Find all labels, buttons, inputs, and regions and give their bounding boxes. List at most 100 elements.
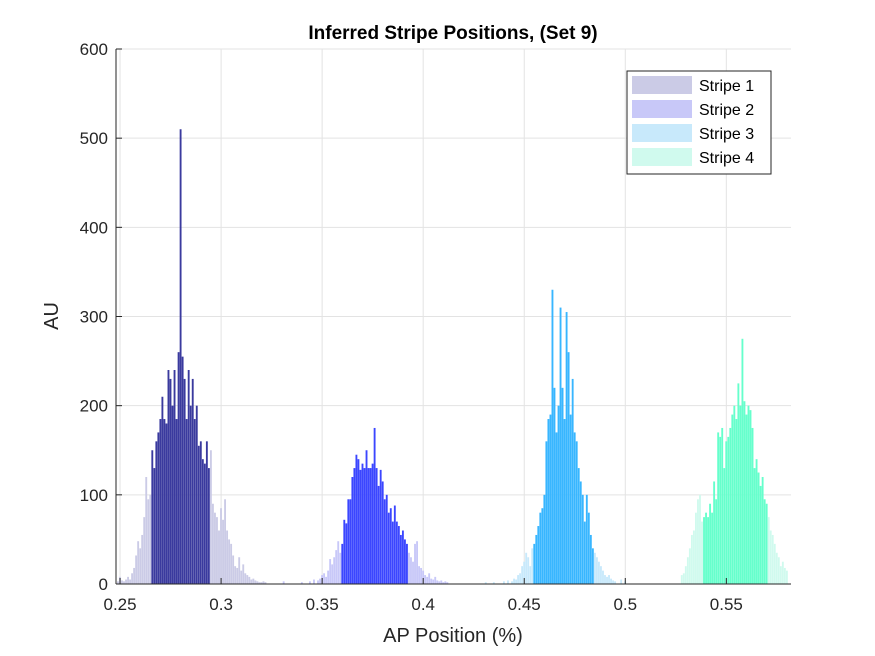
histogram-bar-stripe-1 <box>199 441 202 584</box>
histogram-bar-stripe-3 <box>492 582 495 584</box>
histogram-bar-stripe-1 <box>195 405 198 584</box>
legend-swatch-stripe-2 <box>632 100 692 118</box>
histogram-bar-stripe-4 <box>719 436 722 585</box>
histogram-bar-stripe-4 <box>745 414 748 584</box>
histogram-bar-stripe-4 <box>775 552 778 584</box>
histogram-bar-stripe-2 <box>389 508 392 584</box>
histogram-bar-stripe-4 <box>781 561 784 584</box>
histogram-bar-stripe-3 <box>527 557 530 584</box>
histogram-bar-stripe-2 <box>401 530 404 584</box>
histogram-bar-stripe-3 <box>503 581 505 584</box>
histogram-bar-stripe-2 <box>371 463 374 585</box>
histogram-bar-stripe-4 <box>692 530 695 584</box>
histogram-bar-stripe-1 <box>248 576 251 584</box>
x-tick-label: 0.25 <box>103 595 136 614</box>
y-tick-labels: 0 100 200 300 400 500 600 <box>80 40 108 594</box>
histogram-bar-stripe-1 <box>193 419 196 584</box>
histogram-bar-stripe-1 <box>203 463 206 585</box>
histogram-bar-stripe-4 <box>737 383 740 585</box>
histogram-bar-stripe-3 <box>581 494 584 584</box>
histogram-bar-stripe-2 <box>385 494 388 584</box>
histogram-bar-stripe-2 <box>420 567 423 584</box>
histogram-bar-stripe-2 <box>369 468 372 584</box>
histogram-bar-stripe-2 <box>444 581 447 584</box>
histogram-bar-stripe-2 <box>410 557 412 584</box>
histogram-bar-stripe-2 <box>331 564 334 584</box>
histogram-bar-stripe-2 <box>282 581 285 584</box>
histogram-bar-stripe-1 <box>220 508 222 584</box>
histogram-bar-stripe-3 <box>575 441 578 584</box>
legend-label-stripe-3: Stripe 3 <box>699 126 754 143</box>
histogram-bar-stripe-2 <box>387 512 390 584</box>
histogram-bar-stripe-2 <box>327 570 330 585</box>
histogram-bar-stripe-2 <box>381 481 384 584</box>
histogram-bar-stripe-2 <box>319 578 321 584</box>
histogram-bar-stripe-2 <box>393 505 396 584</box>
histogram-bar-stripe-4 <box>725 441 728 584</box>
histogram-bar-stripe-1 <box>117 581 119 584</box>
histogram-bar-stripe-2 <box>416 541 418 584</box>
histogram-bar-stripe-3 <box>579 481 582 584</box>
x-tick-label: 0.35 <box>306 595 339 614</box>
histogram-bar-stripe-3 <box>545 441 548 584</box>
histogram-bar-stripe-1 <box>254 580 257 584</box>
histogram-bar-stripe-4 <box>777 557 780 584</box>
histogram-bar-stripe-2 <box>357 459 360 584</box>
histogram-bar-stripe-1 <box>123 581 125 584</box>
histogram-bar-stripe-1 <box>129 579 132 584</box>
histogram-bar-stripe-2 <box>436 580 439 584</box>
histogram-bar-stripe-1 <box>197 445 200 584</box>
histogram-bar-stripe-1 <box>201 459 204 584</box>
x-tick-label: 0.5 <box>613 595 637 614</box>
histogram-bar-stripe-1 <box>181 356 184 585</box>
y-tick-label: 100 <box>80 486 108 505</box>
y-tick-label: 0 <box>99 575 108 594</box>
histogram-bar-stripe-1 <box>153 468 156 584</box>
histogram-bar-stripe-3 <box>529 566 532 584</box>
histogram-bar-stripe-1 <box>179 129 182 584</box>
histogram-bar-stripe-2 <box>434 576 437 584</box>
histogram-bar-stripe-1 <box>147 499 150 584</box>
histogram-bar-stripe-2 <box>379 469 382 584</box>
histogram-bar-stripe-2 <box>363 468 366 584</box>
histogram-bar-stripe-4 <box>773 543 776 585</box>
histogram-bar-stripe-3 <box>561 387 564 584</box>
histogram-bar-stripe-4 <box>765 503 768 584</box>
histogram-bar-stripe-1 <box>240 570 243 585</box>
histogram-bar-stripe-1 <box>236 567 239 584</box>
histogram-bar-stripe-3 <box>553 387 556 584</box>
histogram-bar-stripe-4 <box>755 459 758 584</box>
histogram-bar-stripe-2 <box>361 463 364 585</box>
histogram-bar-stripe-1 <box>155 441 158 584</box>
histogram-bar-stripe-3 <box>602 570 604 585</box>
histogram-bar-stripe-2 <box>317 580 319 584</box>
histogram-bar-stripe-2 <box>375 468 378 584</box>
histogram-bar-stripe-2 <box>335 550 338 584</box>
x-tick-label: 0.55 <box>710 595 743 614</box>
histogram-bar-stripe-4 <box>785 570 788 585</box>
histogram-bar-stripe-3 <box>541 508 544 584</box>
histogram-bar-stripe-1 <box>131 573 134 584</box>
histogram-bar-stripe-4 <box>751 427 754 584</box>
histogram-bar-stripe-3 <box>557 405 560 584</box>
histogram-bar-stripe-4 <box>717 432 720 584</box>
histogram-bar-stripe-2 <box>329 559 332 584</box>
histogram-bar-stripe-3 <box>515 579 518 584</box>
histogram-bar-stripe-3 <box>587 512 590 584</box>
histogram-bar-stripe-2 <box>309 581 311 584</box>
histogram-bar-stripe-3 <box>513 578 515 584</box>
histogram-bar-stripe-3 <box>559 307 562 584</box>
histogram-bar-stripe-1 <box>183 378 186 584</box>
histogram-bar-stripe-1 <box>232 555 235 584</box>
histogram-bar-stripe-4 <box>707 517 709 585</box>
histogram-bar-stripe-4 <box>733 405 736 584</box>
axes-frame <box>115 48 791 585</box>
histogram-bar-stripe-1 <box>149 494 152 584</box>
histogram-bar-stripe-4 <box>761 477 764 584</box>
histogram-bar-stripe-2 <box>339 552 342 584</box>
x-tick-label: 0.4 <box>411 595 435 614</box>
histogram-bar-stripe-2 <box>438 581 441 584</box>
histogram-bar-stripe-4 <box>711 512 714 584</box>
histogram-bar-stripe-1 <box>258 582 261 584</box>
